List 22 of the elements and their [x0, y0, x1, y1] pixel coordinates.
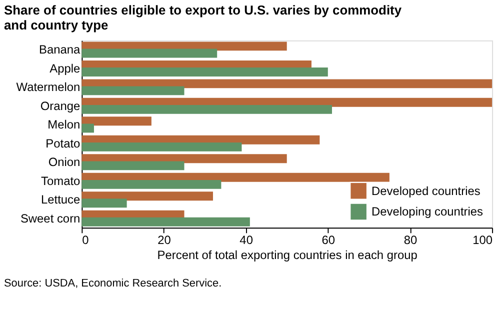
- text: and country type: [4, 17, 108, 32]
- source-note: Source: USDA, Economic Research Service.: [4, 277, 222, 290]
- y-tick-label: Lettuce: [41, 192, 81, 207]
- y-tick-label: Orange: [40, 98, 81, 113]
- x-tick-label: 80: [404, 233, 418, 248]
- x-tick-label: 40: [240, 233, 254, 248]
- y-tick-label: Potato: [46, 136, 81, 150]
- y-tick-label: Tomato: [41, 174, 81, 188]
- x-tick-label: 20: [158, 233, 172, 248]
- y-tick-label: Onion: [48, 155, 80, 170]
- y-tick-label: Watermelon: [16, 80, 80, 94]
- y-tick-label: Apple: [50, 61, 81, 76]
- x-tick-label: 0: [82, 233, 90, 248]
- legend-label: Developing countries: [372, 204, 484, 219]
- x-tick-label: 60: [322, 233, 336, 248]
- text: Share of countries eligible to export to U.S. varies by commodity: [4, 2, 402, 18]
- y-tick-label: Sweet corn: [20, 211, 80, 226]
- y-tick-label: Melon: [48, 118, 80, 132]
- y-tick-label: Banana: [39, 42, 81, 57]
- x-axis-title: Percent of total exporting countries in each group: [157, 248, 418, 262]
- legend-label: Developed countries: [372, 184, 480, 198]
- x-tick-label: 100: [472, 233, 493, 248]
